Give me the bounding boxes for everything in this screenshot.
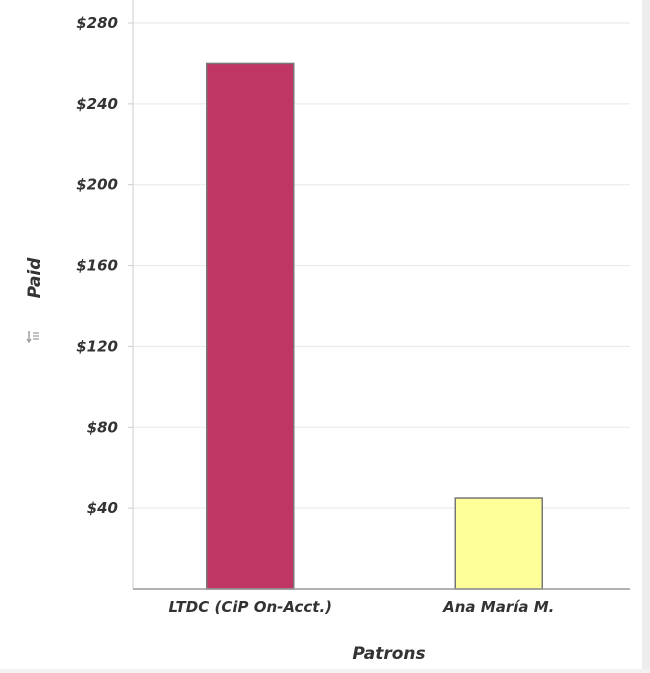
- x-tick-label: LTDC (CiP On-Acct.): [168, 598, 332, 616]
- y-tick-label: $280: [76, 14, 118, 32]
- y-tick-label: $80: [87, 418, 118, 436]
- x-tick-labels: LTDC (CiP On-Acct.) Ana María M.: [168, 598, 554, 616]
- gridlines: [128, 22, 630, 509]
- axes: [132, 0, 630, 590]
- bar[interactable]: [206, 62, 295, 590]
- bars: [206, 62, 543, 590]
- y-tick-label: $120: [76, 337, 118, 355]
- sort-icon[interactable]: [26, 331, 39, 344]
- scrollbar-track[interactable]: [642, 0, 650, 669]
- bar[interactable]: [454, 497, 543, 590]
- y-axis-title[interactable]: Paid: [25, 257, 45, 299]
- x-axis-title: Patrons: [352, 644, 425, 664]
- y-tick-label: $200: [76, 176, 118, 194]
- x-tick-label: Ana María M.: [442, 598, 554, 616]
- y-tick-labels: $40 $80 $120 $160 $200 $240 $280: [76, 14, 118, 517]
- y-tick-label: $40: [87, 499, 118, 517]
- y-tick-label: $240: [76, 95, 118, 113]
- y-tick-label: $160: [76, 257, 118, 275]
